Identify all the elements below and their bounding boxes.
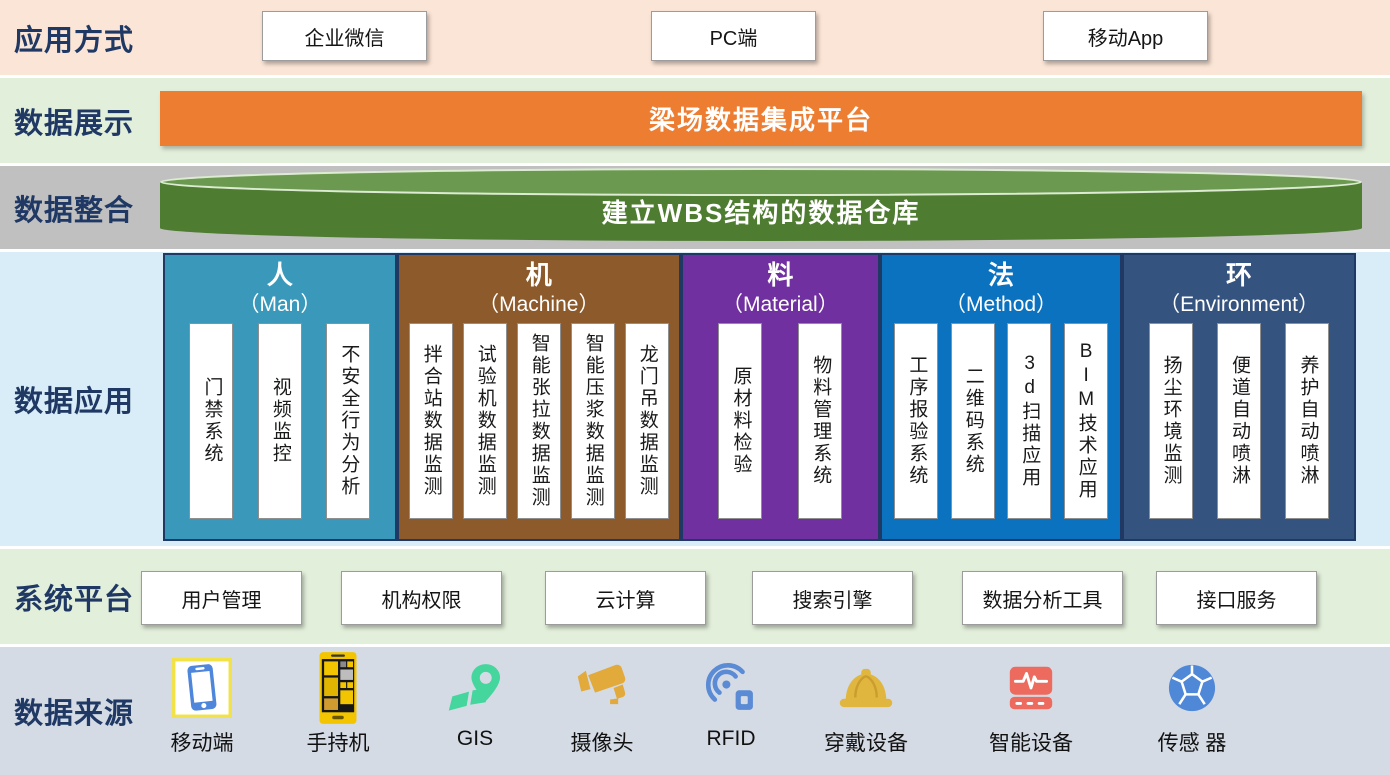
source-label: 传感 器 bbox=[1157, 732, 1227, 755]
card-material-management-system: 物料管理系统 bbox=[798, 323, 843, 519]
source-label: GIS bbox=[456, 727, 494, 750]
card-testing-machine-monitoring: 试验机数据监测 bbox=[462, 323, 507, 519]
source-camera: 摄像头 bbox=[532, 653, 672, 757]
column-machine-subtitle: （Machine） bbox=[478, 293, 600, 316]
row-label-data-application: 数据应用 bbox=[14, 386, 135, 418]
card-dust-environment-monitoring: 扬尘环境监测 bbox=[1148, 323, 1193, 519]
source-sensor: 传感 器 bbox=[1122, 653, 1262, 757]
platform-data-analysis-tools-button[interactable]: 数据分析工具 bbox=[962, 571, 1123, 625]
card-gantry-crane-monitoring: 龙门吊数据监测 bbox=[624, 323, 669, 519]
source-smart-device: 智能设备 bbox=[961, 653, 1101, 757]
integration-platform-bar: 梁场数据集成平台 bbox=[160, 91, 1362, 146]
row-system-platform: 系统平台 用户管理 机构权限 云计算 搜索引擎 数据分析工具 接口服务 bbox=[0, 549, 1390, 644]
column-environment-title: 环 bbox=[1226, 260, 1253, 290]
card-door-access-system: 门禁系统 bbox=[189, 323, 234, 519]
card-mixing-station-monitoring: 拌合站数据监测 bbox=[408, 323, 453, 519]
source-label: 摄像头 bbox=[570, 732, 634, 755]
card-smart-grouting-monitoring: 智能压浆数据监测 bbox=[570, 323, 615, 519]
platform-interface-service-button[interactable]: 接口服务 bbox=[1156, 571, 1317, 625]
app-mode-mobile-app-button[interactable]: 移动App bbox=[1043, 11, 1208, 61]
source-wearable: 穿戴设备 bbox=[796, 653, 936, 757]
row-label-application-mode: 应用方式 bbox=[14, 24, 135, 57]
card-video-surveillance: 视频监控 bbox=[257, 323, 302, 519]
smart-device-icon bbox=[1002, 653, 1060, 723]
platform-user-management-button[interactable]: 用户管理 bbox=[141, 571, 302, 625]
column-material: 料 （Material） 原材料检验 物料管理系统 bbox=[680, 253, 880, 541]
data-warehouse-cylinder: 建立WBS结构的数据仓库 bbox=[160, 168, 1362, 248]
sensor-globe-icon bbox=[1162, 653, 1222, 723]
source-rfid: RFID bbox=[661, 653, 801, 751]
row-label-data-display: 数据展示 bbox=[14, 107, 135, 140]
platform-org-permission-button[interactable]: 机构权限 bbox=[341, 571, 502, 625]
card-access-road-auto-spraying: 便道自动喷淋 bbox=[1217, 323, 1262, 519]
column-method-title: 法 bbox=[988, 260, 1015, 290]
column-man-subtitle: （Man） bbox=[238, 293, 322, 316]
card-unsafe-behavior-analysis: 不安全行为分析 bbox=[326, 323, 371, 519]
source-label: 手持机 bbox=[306, 732, 370, 755]
column-material-title: 料 bbox=[767, 260, 794, 290]
source-label: RFID bbox=[706, 727, 756, 750]
column-environment: 环 （Environment） 扬尘环境监测 便道自动喷淋 养护自动喷淋 bbox=[1122, 253, 1356, 541]
column-man-title: 人 bbox=[266, 260, 293, 290]
rfid-icon bbox=[701, 653, 761, 723]
column-machine: 机 （Machine） 拌合站数据监测 试验机数据监测 智能张拉数据监测 智能压… bbox=[396, 253, 681, 541]
row-data-sources: 数据来源 移动端 bbox=[0, 647, 1390, 775]
card-3d-scanning-application: 3d扫描应用 bbox=[1007, 323, 1052, 519]
handheld-terminal-icon bbox=[317, 652, 359, 724]
row-data-integration: 数据整合 建立WBS结构的数据仓库 bbox=[0, 166, 1390, 249]
gis-map-icon bbox=[444, 653, 506, 723]
column-machine-title: 机 bbox=[525, 260, 552, 290]
cctv-camera-icon bbox=[572, 653, 632, 723]
row-data-application: 数据应用 人 （Man） 门禁系统 视频监控 不安全行为分析 机 （Machin… bbox=[0, 252, 1390, 546]
source-label: 智能设备 bbox=[989, 732, 1073, 755]
row-application-mode: 应用方式 企业微信 PC端 移动App bbox=[0, 0, 1390, 75]
card-process-inspection-system: 工序报验系统 bbox=[894, 323, 939, 519]
card-raw-material-inspection: 原材料检验 bbox=[718, 323, 763, 519]
row-label-data-sources: 数据来源 bbox=[14, 698, 135, 730]
row-label-system-platform: 系统平台 bbox=[14, 583, 135, 616]
cylinder-shape-icon bbox=[160, 168, 1362, 241]
row-data-display: 数据展示 梁场数据集成平台 bbox=[0, 78, 1390, 163]
source-mobile: 移动端 bbox=[132, 653, 272, 757]
column-environment-subtitle: （Environment） bbox=[1159, 293, 1319, 316]
mobile-phone-icon bbox=[172, 653, 232, 723]
column-man: 人 （Man） 门禁系统 视频监控 不安全行为分析 bbox=[163, 253, 397, 541]
card-smart-tensioning-monitoring: 智能张拉数据监测 bbox=[516, 323, 561, 519]
app-mode-pc-button[interactable]: PC端 bbox=[651, 11, 816, 61]
card-qr-code-system: 二维码系统 bbox=[950, 323, 995, 519]
safety-helmet-icon bbox=[835, 653, 897, 723]
card-bim-technology-application: BIM技术应用 bbox=[1063, 323, 1108, 519]
platform-cloud-computing-button[interactable]: 云计算 bbox=[545, 571, 706, 625]
source-gis: GIS bbox=[405, 653, 545, 751]
five-factor-columns: 人 （Man） 门禁系统 视频监控 不安全行为分析 机 （Machine） 拌合… bbox=[163, 253, 1356, 543]
source-label: 穿戴设备 bbox=[824, 732, 908, 755]
platform-search-engine-button[interactable]: 搜索引擎 bbox=[752, 571, 913, 625]
row-label-data-integration: 数据整合 bbox=[14, 194, 135, 227]
app-mode-wechat-work-button[interactable]: 企业微信 bbox=[262, 11, 427, 61]
column-method: 法 （Method） 工序报验系统 二维码系统 3d扫描应用 BIM技术应用 bbox=[879, 253, 1123, 541]
column-material-subtitle: （Material） bbox=[721, 293, 839, 316]
card-curing-auto-spraying: 养护自动喷淋 bbox=[1285, 323, 1330, 519]
source-label: 移动端 bbox=[170, 732, 234, 755]
data-warehouse-label: 建立WBS结构的数据仓库 bbox=[601, 197, 921, 228]
column-method-subtitle: （Method） bbox=[945, 293, 1058, 316]
source-handheld: 手持机 bbox=[268, 652, 408, 757]
